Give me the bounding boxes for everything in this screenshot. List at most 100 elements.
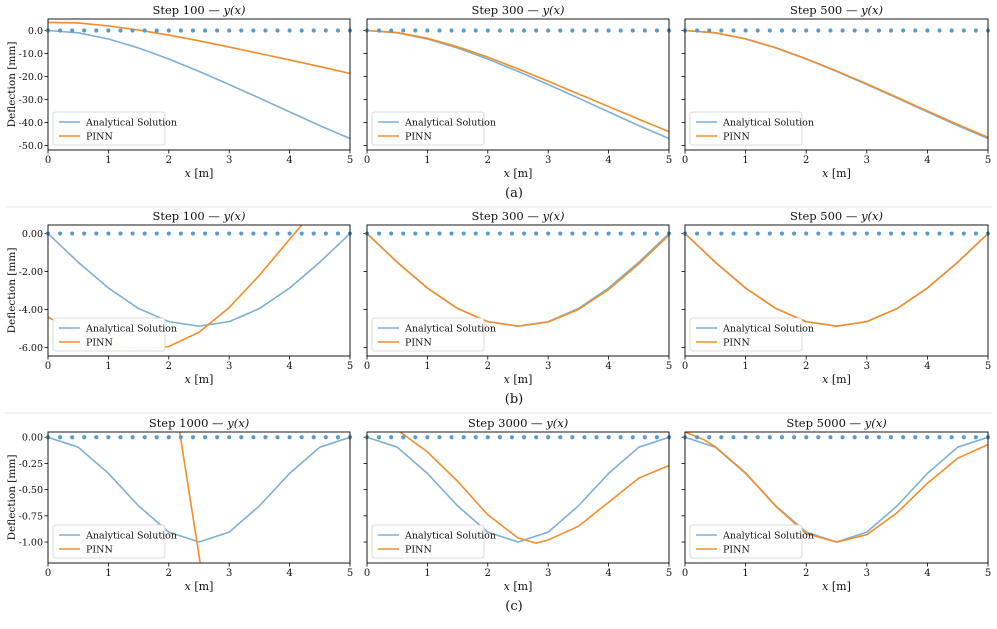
x-tick-label: 1 [424,155,430,166]
collocation-point [755,28,760,33]
panel-title: Step 1000 — y(x) [149,416,249,430]
x-tick-label: 0 [682,361,688,372]
collocation-point [94,435,99,440]
collocation-point [606,28,611,33]
analytical-solution-line [367,232,669,327]
y-axis-label: Deflection [mm] [6,248,18,334]
y-tick-label: -50.0 [19,141,43,152]
collocation-point [287,231,292,236]
collocation-point [767,231,772,236]
collocation-point [913,231,918,236]
collocation-point [719,231,724,236]
pinn-line [48,21,350,75]
collocation-point [779,231,785,236]
x-axis-label: x [m] [504,167,533,180]
collocation-point [888,435,894,440]
legend-analytical-label: Analytical Solution [85,324,177,335]
collocation-point [154,28,159,33]
collocation-point [521,231,527,236]
collocation-point [239,28,244,33]
axes-frame [684,18,989,151]
panel-title: Step 500 — y(x) [790,3,883,17]
collocation-point [828,231,833,236]
collocation-point [949,28,954,33]
legend-box [371,111,485,146]
row-caption: (a) [505,186,523,201]
collocation-point [828,28,833,33]
collocation-point [642,231,647,236]
collocation-point [707,435,712,440]
pinn-line [685,432,988,543]
collocation-point [389,231,394,236]
x-tick-label: 1 [105,568,111,579]
collocation-point [239,231,244,236]
y-tick-label: -6.00 [19,343,43,354]
panel-2-2: Step 5000 — y(x) 0 1 2 3 4 5 x [m] Analytical So… [681,416,991,593]
collocation-point [178,28,183,33]
panel-2-1: Step 3000 — y(x) 0 1 2 3 4 5 x [m] Analytical So… [363,416,672,593]
collocation-point [94,28,99,33]
collocation-point [57,231,63,236]
collocation-point [582,28,587,33]
collocation-point [582,231,587,236]
collocation-point [534,28,539,33]
legend-box [689,524,803,559]
x-tick-label: 2 [803,568,809,579]
panel-1-0: Step 100 — y(x) 0 1 2 3 4 5 x [m] 0.00 -2.00 -4.00… [6,209,353,386]
collocation-point [888,231,894,236]
legend-pinn-label: PINN [405,132,432,143]
x-tick-label: 5 [985,568,991,579]
collocation-point [106,231,111,236]
collocation-point [118,231,123,236]
legend-analytical-label: Analytical Solution [722,324,814,335]
collocation-point [949,231,954,236]
collocation-point [70,435,75,440]
collocation-point [755,231,760,236]
collocation-point [949,435,954,440]
collocation-point [166,231,171,236]
axes-frame [366,18,670,151]
y-tick-label: -0.25 [19,459,43,470]
plot-area [48,21,350,140]
collocation-point [323,435,328,440]
collocation-point [401,435,406,440]
y-tick-label: -1.00 [19,538,43,549]
collocation-point [937,231,942,236]
collocation-point [755,435,760,440]
collocation-point [413,28,418,33]
x-axis-label: x [m] [504,580,533,593]
legend-analytical-label: Analytical Solution [404,531,496,542]
collocation-point [449,435,454,440]
panel-0-1: Step 300 — y(x) 0 1 2 3 4 5 x [m] Analytical Sol… [363,3,672,180]
x-tick-label: 0 [45,361,51,372]
collocation-point [473,231,478,236]
x-tick-label: 2 [485,155,491,166]
collocation-point [70,28,75,33]
collocation-point [461,435,466,440]
x-tick-label: 4 [286,155,292,166]
collocation-point [215,435,220,440]
pinn-line [178,432,201,563]
collocation-point [816,231,821,236]
collocation-point [594,28,599,33]
plot-area [367,232,669,327]
collocation-point [973,231,978,236]
collocation-point [864,435,869,440]
x-tick-label: 4 [605,155,611,166]
collocation-point [263,231,268,236]
y-tick-label: 0.0 [28,26,43,37]
collocation-point [654,435,660,440]
x-tick-label: 5 [347,361,353,372]
collocation-point [473,28,478,33]
legend-pinn-label: PINN [86,545,113,556]
x-tick-label: 1 [105,155,111,166]
y-tick-label: -2.00 [19,267,43,278]
legend-pinn-label: PINN [405,545,432,556]
collocation-point [335,435,341,440]
collocation-point [791,435,797,440]
collocation-point [804,28,809,33]
legend-box [689,317,803,352]
x-tick-label: 3 [226,568,232,579]
collocation-point [202,28,208,33]
